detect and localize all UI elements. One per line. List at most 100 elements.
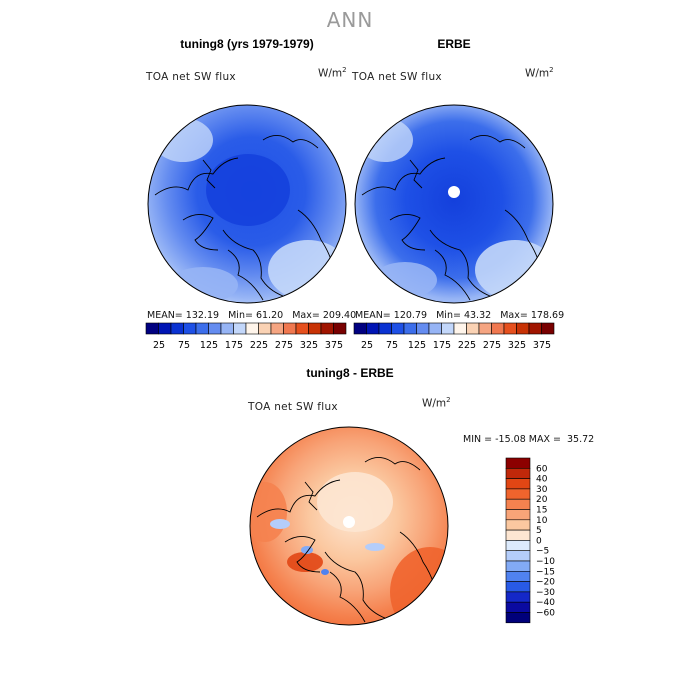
panel2-units: W/m2 [525, 66, 554, 80]
colorbar-swatch [503, 322, 517, 335]
colorbar-tick-label: 275 [275, 340, 293, 351]
colorbar-tick-label: 25 [361, 340, 373, 351]
colorbar-swatch [505, 498, 531, 510]
colorbar-tick-label: −15 [536, 567, 555, 577]
figure-title: ANN [326, 8, 374, 32]
colorbar-tick-label: −20 [536, 578, 555, 588]
colorbar-tick-label: −5 [536, 547, 549, 557]
panel2-stats: MEAN= 120.79 Min= 43.32 Max= 178.69 [355, 310, 565, 321]
colorbar-swatch [295, 322, 309, 335]
panel2-title: ERBE [437, 37, 471, 51]
panel1-coastlines [154, 135, 334, 301]
panel2-field [355, 105, 553, 303]
colorbar-tick-label: 75 [178, 340, 190, 351]
panel3-units: W/m2 [422, 396, 451, 410]
colorbar-swatch [220, 322, 234, 335]
colorbar-tick-label: −60 [536, 609, 555, 619]
panel1-polar-map [147, 104, 347, 304]
colorbar-swatch [453, 322, 467, 335]
colorbar-swatch [258, 322, 272, 335]
colorbar-tick-label: 5 [536, 526, 542, 536]
panel3-title: tuning8 - ERBE [306, 366, 394, 380]
panel1-units: W/m2 [318, 66, 347, 80]
colorbar-swatch [403, 322, 417, 335]
colorbar-tick-label: 175 [433, 340, 451, 351]
colorbar-swatch [333, 322, 347, 335]
panel2-colorbar: 25 75 125 175 225 275 325 375 [353, 322, 555, 351]
panel3-polar-map [249, 426, 449, 626]
colorbar-tick-label: 75 [386, 340, 398, 351]
colorbar-tick-label: 275 [483, 340, 501, 351]
colorbar-swatch [505, 601, 531, 613]
colorbar-swatch [505, 591, 531, 603]
panel2-missing-pole [448, 186, 460, 198]
colorbar-swatch [391, 322, 405, 335]
colorbar-swatch [505, 529, 531, 541]
panel2-coastlines [361, 135, 541, 301]
colorbar-swatch [505, 540, 531, 552]
colorbar-tick-label: 175 [225, 340, 243, 351]
colorbar-tick-label: 225 [250, 340, 268, 351]
colorbar-tick-label: 10 [536, 516, 548, 526]
colorbar-tick-label: 0 [536, 536, 542, 546]
colorbar-swatch [505, 550, 531, 562]
panel1-title: tuning8 (yrs 1979-1979) [180, 37, 314, 51]
panel3-missing-pole [343, 516, 355, 528]
colorbar-swatch [158, 322, 172, 335]
colorbar-tick-label: 325 [508, 340, 526, 351]
colorbar-swatch [505, 478, 531, 490]
colorbar-swatch [491, 322, 505, 335]
colorbar-swatch [478, 322, 492, 335]
colorbar-swatch [505, 581, 531, 593]
colorbar-tick-label: 125 [408, 340, 426, 351]
colorbar-tick-label: 15 [536, 506, 547, 516]
colorbar-swatch [145, 322, 159, 335]
panel3-field-label: TOA net SW flux [248, 401, 338, 413]
colorbar-swatch [183, 322, 197, 335]
panel1-field-label: TOA net SW flux [146, 71, 236, 83]
panel1-stats: MEAN= 132.19 Min= 61.20 Max= 209.40 [147, 310, 357, 321]
colorbar-swatch [505, 612, 531, 624]
panel3-coastlines [256, 457, 436, 623]
colorbar-swatch [245, 322, 259, 335]
panel1-colorbar: 25 75 125 175 225 275 325 375 [145, 322, 347, 351]
colorbar-swatch [270, 322, 284, 335]
colorbar-tick-label: −10 [536, 557, 555, 567]
colorbar-tick-label: 30 [536, 485, 548, 495]
colorbar-swatch [170, 322, 184, 335]
colorbar-swatch [505, 509, 531, 521]
colorbar-swatch [378, 322, 392, 335]
colorbar-swatch [416, 322, 430, 335]
colorbar-swatch [541, 322, 555, 335]
colorbar-swatch [208, 322, 222, 335]
colorbar-tick-label: 20 [536, 495, 548, 505]
colorbar-tick-label: 225 [458, 340, 476, 351]
colorbar-tick-label: 325 [300, 340, 318, 351]
panel2-field-label: TOA net SW flux [352, 71, 442, 83]
colorbar-swatch [233, 322, 247, 335]
colorbar-swatch [320, 322, 334, 335]
colorbar-tick-label: 40 [536, 475, 548, 485]
colorbar-swatch [505, 457, 531, 469]
colorbar-swatch [528, 322, 542, 335]
colorbar-swatch [283, 322, 297, 335]
colorbar-swatch [505, 468, 531, 479]
colorbar-swatch [308, 322, 322, 335]
colorbar-swatch [505, 560, 531, 572]
colorbar-swatch [441, 322, 455, 335]
colorbar-tick-label: 125 [200, 340, 218, 351]
colorbar-tick-label: −40 [536, 598, 555, 608]
panel2-polar-map [354, 104, 554, 304]
colorbar-swatch [195, 322, 209, 335]
panel1-field [148, 105, 346, 303]
colorbar-swatch [466, 322, 480, 335]
colorbar-swatch [353, 322, 367, 335]
colorbar-tick-label: 25 [153, 340, 165, 351]
colorbar-swatch [505, 571, 531, 582]
colorbar-swatch [505, 488, 531, 500]
colorbar-swatch [505, 519, 531, 531]
colorbar-swatch [428, 322, 442, 335]
colorbar-tick-label: 60 [536, 464, 548, 474]
colorbar-swatch [516, 322, 530, 335]
